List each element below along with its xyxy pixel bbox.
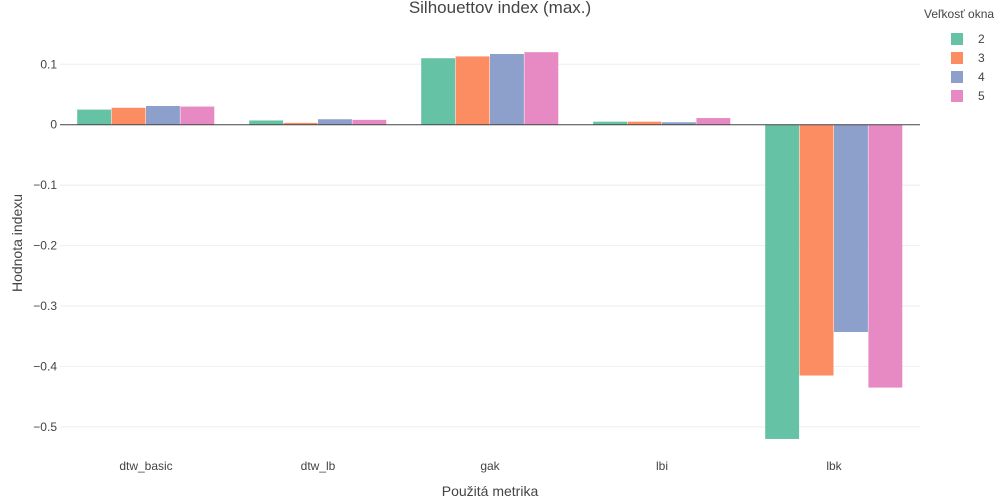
bar-gak-4: [490, 53, 524, 125]
bar-lbk-5: [868, 124, 903, 388]
bar-lbi-4: [662, 122, 696, 125]
x-tick-label: dtw_lb: [301, 459, 336, 473]
bar-lbi-2: [593, 121, 628, 125]
bar-gak-2: [421, 58, 456, 125]
bar-dtw_lb-2: [249, 120, 284, 125]
legend-label-2: 2: [978, 32, 985, 46]
legend-label-3: 3: [978, 51, 985, 65]
bar-lbk-4: [834, 124, 868, 332]
legend: Veľkosť okna 2 3 4 5: [924, 7, 994, 103]
bar-lbi-5: [696, 118, 731, 125]
chart-title: Silhouettov index (max.): [409, 0, 591, 17]
grid-layer: [60, 63, 920, 428]
bar-layer: [77, 52, 903, 439]
bar-dtw_basic-4: [146, 105, 180, 125]
legend-swatch-2: [951, 33, 963, 45]
y-tick-label: −0.2: [33, 239, 57, 253]
legend-title: Veľkosť okna: [924, 7, 994, 21]
y-tick-label: −0.3: [33, 299, 57, 313]
bar-dtw_lb-4: [318, 119, 352, 125]
bar-dtw_lb-5: [352, 119, 387, 125]
bar-dtw_basic-2: [77, 109, 112, 125]
bar-dtw_lb-3: [283, 122, 318, 125]
y-tick-label: 0: [50, 118, 57, 132]
legend-label-5: 5: [978, 89, 985, 103]
legend-items: 2 3 4 5: [951, 32, 985, 103]
bar-gak-5: [524, 52, 559, 125]
y-tick-label: −0.4: [33, 359, 57, 373]
x-tick-label: lbk: [826, 459, 842, 473]
legend-swatch-5: [951, 90, 963, 102]
x-tick-label: dtw_basic: [119, 459, 172, 473]
x-tick-label: lbi: [656, 459, 668, 473]
axis-layer: 0.1 0 −0.1 −0.2 −0.3 −0.4 −0.5 dtw_basic dtw_lb g…: [33, 57, 920, 473]
x-axis-title: Použitá metrika: [442, 483, 539, 499]
bar-lbk-3: [799, 124, 834, 376]
legend-swatch-3: [951, 52, 963, 64]
legend-label-4: 4: [978, 70, 985, 84]
bar-gak-3: [455, 56, 490, 125]
bar-dtw_basic-3: [111, 107, 146, 125]
bar-dtw_basic-5: [180, 106, 215, 125]
bar-lbi-3: [627, 121, 662, 125]
x-tick-label: gak: [480, 459, 500, 473]
y-tick-label: −0.1: [33, 178, 57, 192]
y-tick-label: 0.1: [40, 57, 57, 71]
y-axis-title: Hodnota indexu: [9, 194, 25, 292]
bar-lbk-2: [765, 124, 800, 439]
y-tick-label: −0.5: [33, 420, 57, 434]
legend-swatch-4: [951, 71, 963, 83]
